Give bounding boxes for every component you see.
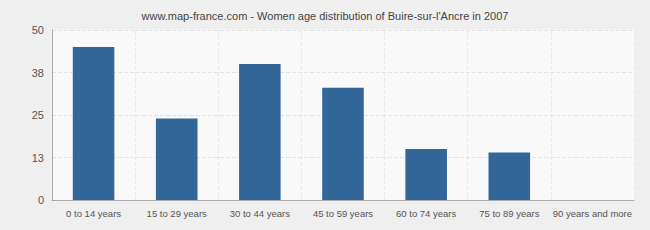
- svg-text:13: 13: [32, 152, 44, 164]
- svg-text:75 to 89 years: 75 to 89 years: [479, 208, 539, 219]
- svg-text:60 to 74 years: 60 to 74 years: [396, 208, 456, 219]
- svg-text:25: 25: [32, 109, 44, 121]
- svg-text:90 years and more: 90 years and more: [553, 208, 632, 219]
- svg-text:0 to 14 years: 0 to 14 years: [66, 208, 121, 219]
- svg-text:30 to 44 years: 30 to 44 years: [230, 208, 290, 219]
- svg-text:www.map-france.com - Women age: www.map-france.com - Women age distribut…: [141, 10, 509, 22]
- svg-text:38: 38: [32, 67, 44, 79]
- svg-text:15 to 29 years: 15 to 29 years: [147, 208, 207, 219]
- svg-text:45 to 59 years: 45 to 59 years: [313, 208, 373, 219]
- svg-text:50: 50: [32, 24, 44, 36]
- svg-text:0: 0: [38, 194, 44, 206]
